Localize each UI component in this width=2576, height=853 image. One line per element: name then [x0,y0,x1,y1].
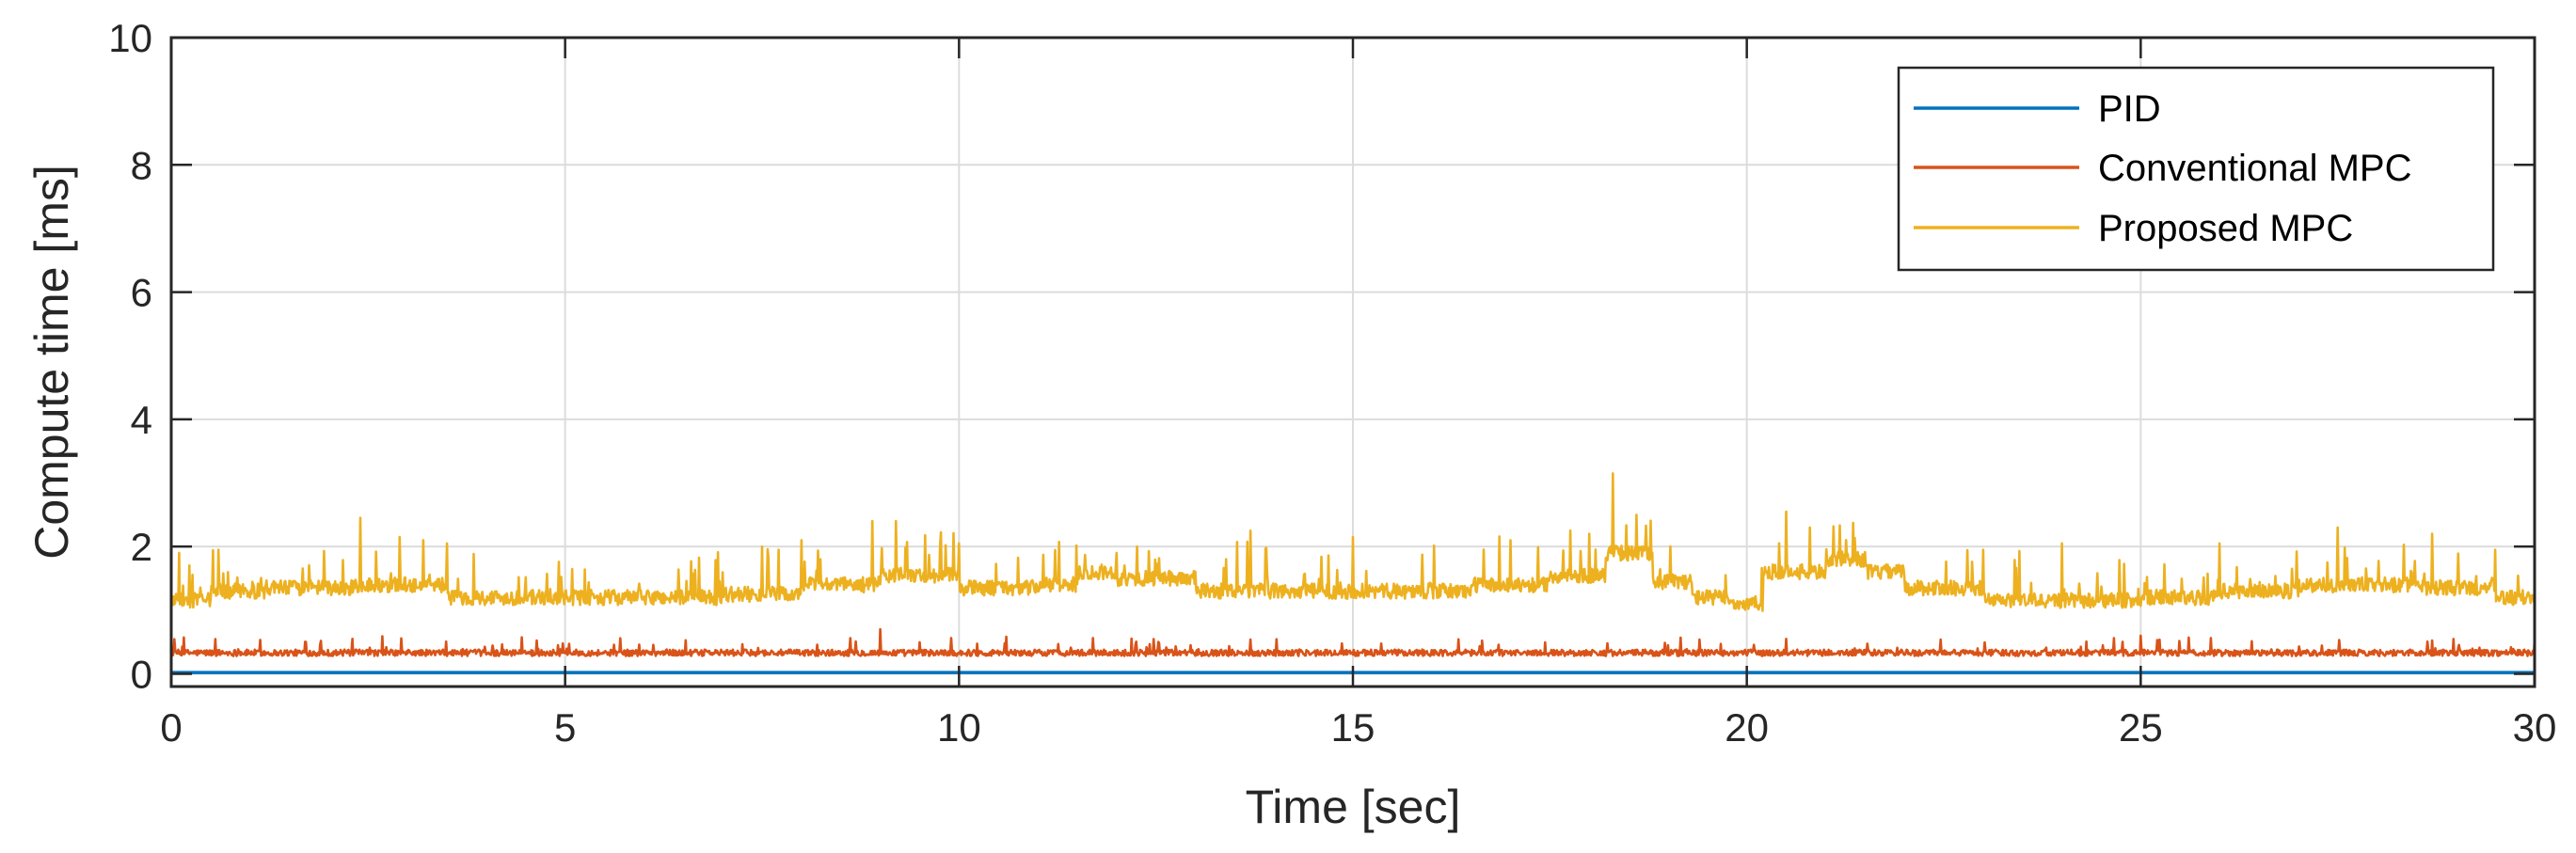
legend-label-proposed-mpc: Proposed MPC [2098,208,2353,249]
y-tick-label: 8 [131,143,152,187]
y-tick-label: 2 [131,525,152,569]
y-tick-label: 4 [131,398,152,442]
legend-label-pid: PID [2098,88,2161,130]
series-line-conventional-mpc [169,627,2536,657]
x-tick-label: 0 [160,705,182,750]
x-axis-title: Time [sec] [1246,781,1461,833]
y-axis-title: Compute time [ms] [25,165,78,560]
ticks [169,36,2536,687]
x-tick-label: 5 [554,705,576,750]
legend-label-conventional-mpc: Conventional MPC [2098,148,2412,189]
y-tick-label: 0 [131,652,152,696]
legend: PID Conventional MPC Proposed MPC [1897,66,2495,272]
y-tick-label: 10 [108,16,152,60]
x-tick-label: 10 [937,705,981,750]
x-tick-label: 20 [1725,705,1769,750]
series-line-proposed-mpc [169,472,2536,612]
x-tick-label: 15 [1331,705,1375,750]
x-tick-label: 25 [2119,705,2163,750]
x-tick-label: 30 [2513,705,2557,750]
y-tick-label: 6 [131,271,152,315]
tick-labels: 0 5 10 15 20 25 30 0 2 4 6 8 10 [108,16,2556,750]
